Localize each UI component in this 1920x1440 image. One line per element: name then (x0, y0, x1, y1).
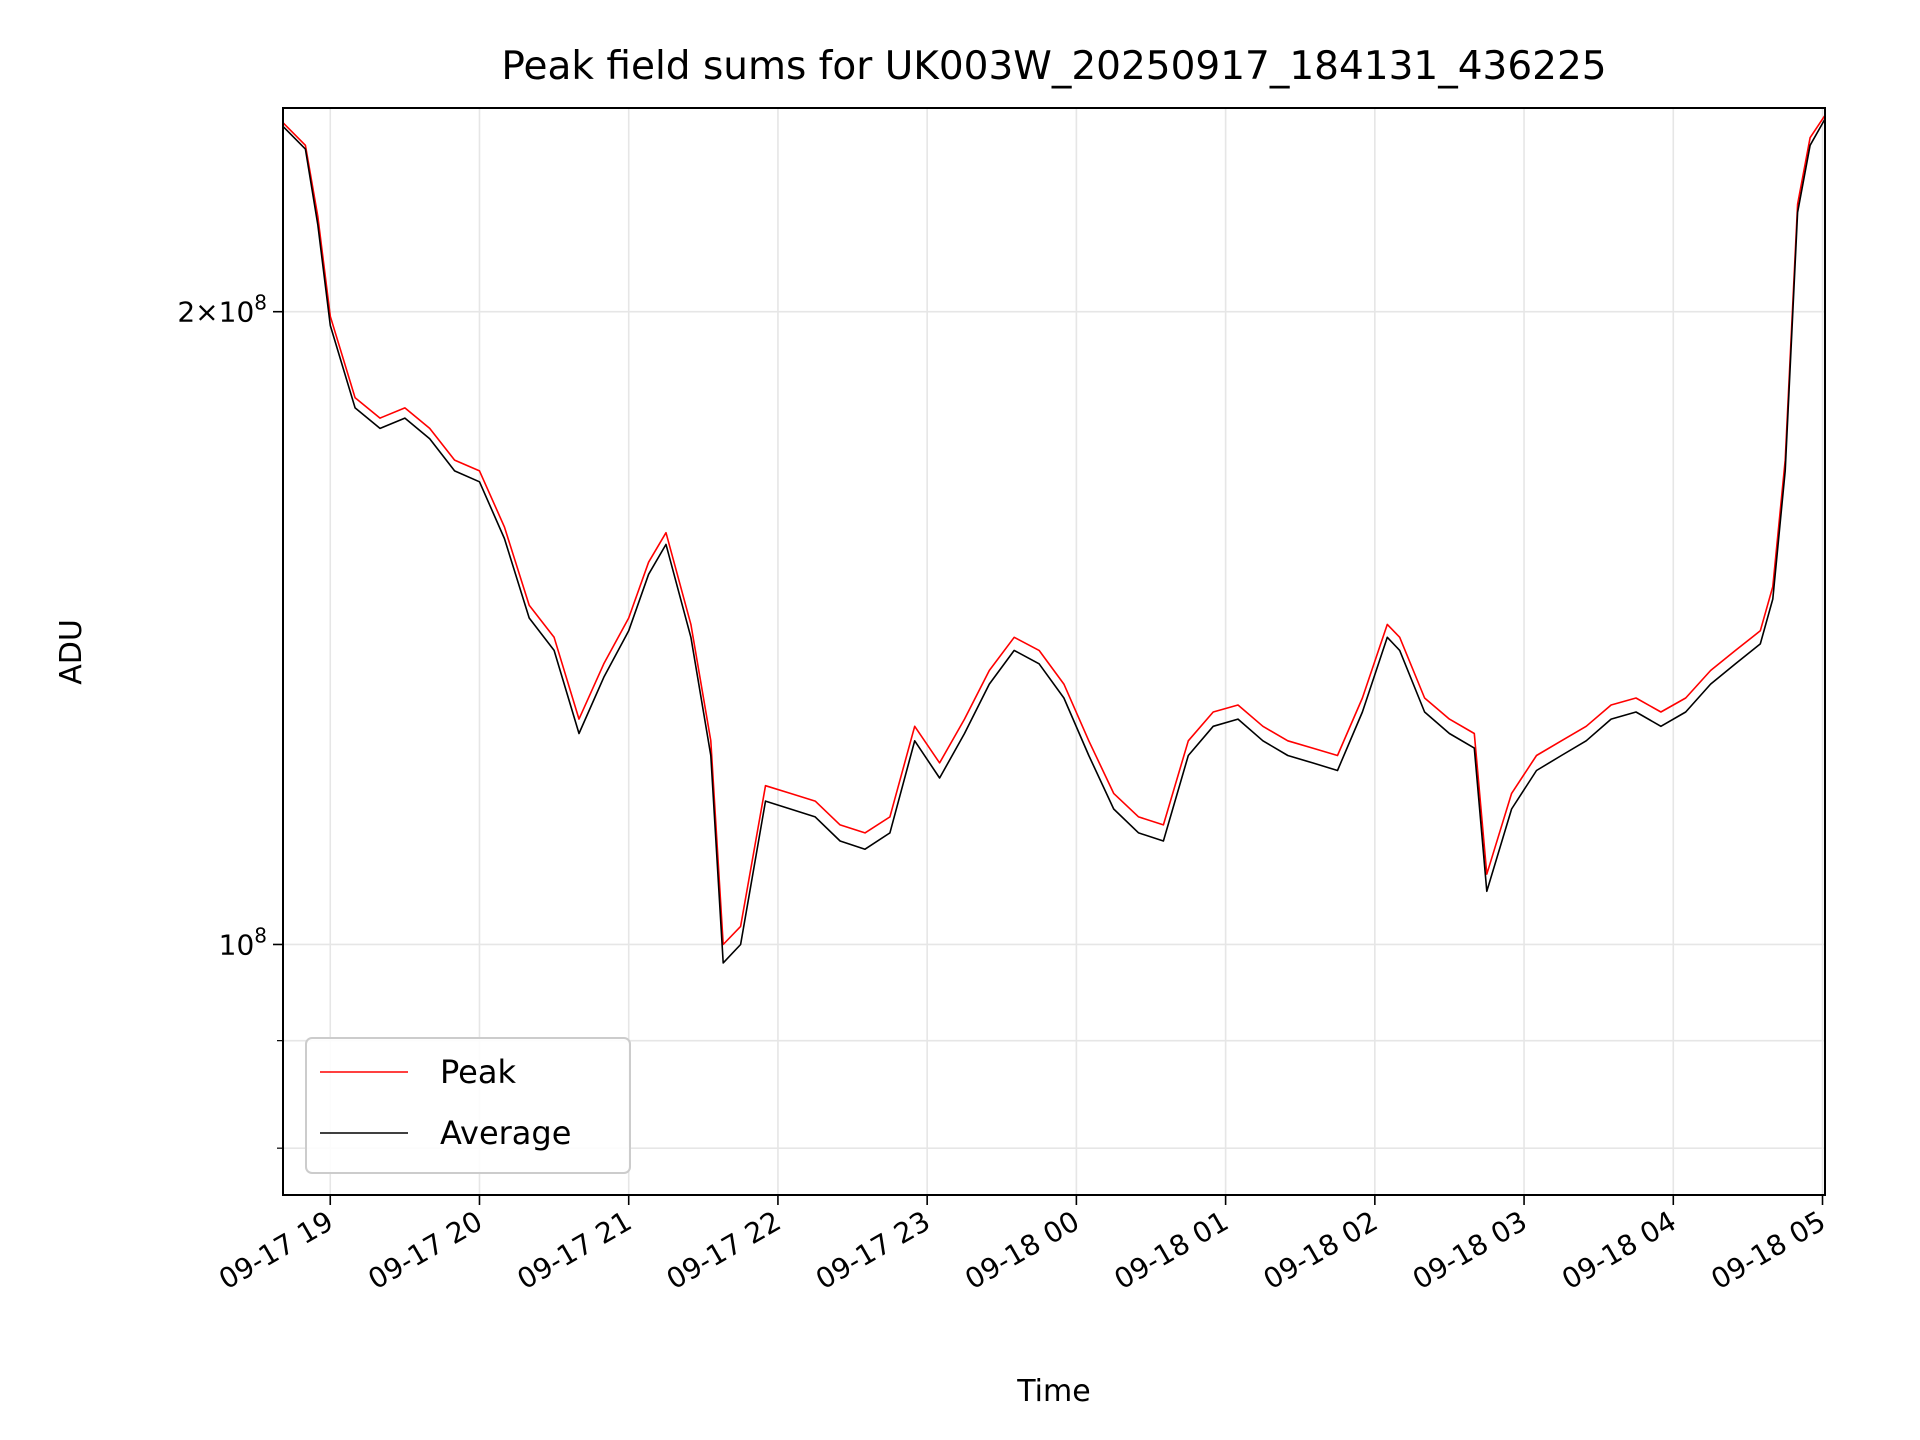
chart-title: Peak field sums for UK003W_20250917_1841… (501, 44, 1606, 89)
plot-frame (282, 107, 1826, 1196)
legend-label-peak: Peak (440, 1053, 516, 1091)
y-tick-exponent: 8 (254, 291, 267, 315)
y-axis-title: ADU (54, 619, 89, 685)
legend: Peak Average (305, 1037, 631, 1174)
y-tick-exponent: 8 (254, 923, 267, 947)
series-line-peak (282, 114, 1826, 946)
grid (283, 108, 1825, 1195)
legend-label-average: Average (440, 1114, 571, 1152)
y-tick-label: 2×108 (177, 291, 267, 329)
plot-lines (282, 114, 1826, 964)
series-line-average (282, 118, 1826, 964)
x-axis-title: Time (1016, 1374, 1090, 1409)
